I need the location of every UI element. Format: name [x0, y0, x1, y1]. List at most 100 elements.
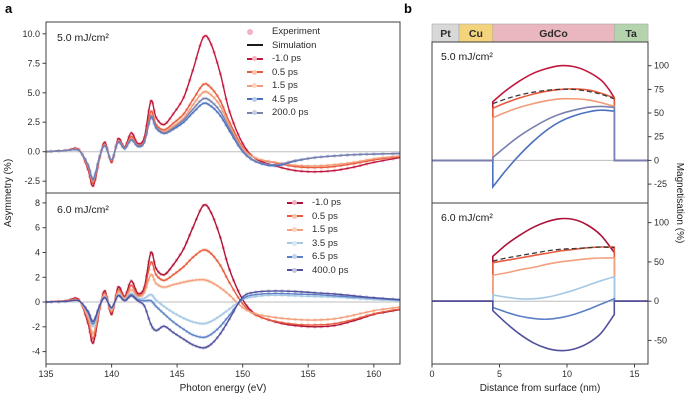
y-tick-label: 6 — [35, 223, 40, 233]
legend-item: -1.0 ps — [287, 196, 348, 210]
x-tick-label: 15 — [629, 369, 639, 379]
x-tick-label: 145 — [170, 369, 185, 379]
x-tick-label: 150 — [235, 369, 250, 379]
profile-line--1.0 ps — [432, 64, 648, 162]
x-axis-label-a: Photon energy (eV) — [179, 383, 267, 394]
legend-label: -1.0 ps — [272, 53, 302, 65]
y-tick-label: 50 — [654, 257, 664, 267]
y-tick-label: -2 — [32, 322, 40, 332]
legend-dotline-icon — [287, 267, 309, 273]
legend-item: 4.5 ps — [247, 93, 320, 107]
axes-frame-b_bot — [431, 202, 649, 365]
legend-item: 0.5 ps — [247, 66, 320, 80]
legend-item: 1.5 ps — [247, 79, 320, 93]
legend-label: Simulation — [272, 39, 317, 51]
legend-dotline-icon — [247, 96, 269, 102]
legend-item: 3.5 ps — [287, 237, 348, 251]
y-tick-label: -2.5 — [24, 176, 40, 186]
profile-line-1.5 ps — [432, 97, 648, 162]
legend-line-icon — [247, 44, 269, 47]
x-tick-label: 160 — [366, 369, 381, 379]
legend-label: 0.5 ps — [272, 66, 298, 78]
legend-label: 6.5 ps — [312, 251, 338, 263]
series-line-200.0 ps — [46, 97, 400, 181]
y-tick-label: 2 — [35, 272, 40, 282]
y-tick-label: -25 — [654, 179, 667, 189]
profile-line-0.5 ps — [432, 88, 648, 162]
y-tick-label: 0 — [654, 296, 659, 306]
legend-item: Simulation — [247, 39, 320, 53]
layer-label-pt: Pt — [440, 28, 451, 40]
legend-dotline-icon — [287, 240, 309, 246]
x-tick-label: 155 — [301, 369, 316, 379]
y-tick-label: 0 — [654, 155, 659, 165]
legend-label: 1.5 ps — [312, 224, 338, 236]
y-tick-label: 2.5 — [27, 117, 40, 127]
legend-dot-icon — [247, 28, 269, 35]
layer-label-gdco: GdCo — [539, 28, 568, 40]
axes-frame-a_bot — [45, 192, 401, 365]
legend-item: 400.0 ps — [287, 264, 348, 278]
profile-line-1.5 ps — [432, 257, 648, 302]
series-line-400.0 ps — [46, 290, 400, 349]
legend-dotline-icon — [287, 227, 309, 233]
y-tick-label: 7.5 — [27, 58, 40, 68]
fluence-label-b-bottom: 6.0 mJ/cm² — [441, 212, 493, 224]
y-tick-label: -50 — [654, 335, 667, 345]
y-tick-label: 0 — [35, 297, 40, 307]
legend-label: 4.5 ps — [272, 93, 298, 105]
y-tick-label: 5.0 — [27, 88, 40, 98]
y-axis-label-a: Asymmetry (%) — [3, 158, 14, 228]
plot-area-a_bot — [46, 203, 400, 350]
plot-area-b_bot — [432, 217, 648, 352]
panel-label-b: b — [404, 1, 412, 16]
fluence-label-a-top: 5.0 mJ/cm² — [57, 32, 109, 44]
legend-dotline-icon — [287, 254, 309, 260]
x-tick-label: 0 — [429, 369, 434, 379]
legend-item: 6.5 ps — [287, 250, 348, 264]
legend-item: 200.0 ps — [247, 106, 320, 120]
layer-label-cu: Cu — [469, 28, 483, 40]
profile-line-0.5 ps — [432, 246, 648, 302]
y-tick-label: 4 — [35, 248, 40, 258]
legend-item: 1.5 ps — [287, 223, 348, 237]
legend-a-top: Experiment Simulation -1.0 ps 0.5 ps 1.5 ps 4… — [247, 25, 320, 120]
y-tick-label: 100 — [654, 218, 669, 228]
legend-dotline-icon — [247, 83, 269, 89]
profile-line--1.0 ps — [432, 217, 648, 302]
experiment-dots-1.5 ps — [46, 273, 400, 336]
legend-label: 400.0 ps — [312, 264, 349, 276]
layer-label-ta: Ta — [625, 28, 637, 40]
y-tick-label: 8 — [35, 198, 40, 208]
legend-item: Experiment — [247, 25, 320, 39]
legend-label: Experiment — [272, 26, 321, 38]
y-tick-label: -4 — [32, 347, 40, 357]
legend-label: 0.5 ps — [312, 210, 338, 222]
y-tick-label: 25 — [654, 132, 664, 142]
legend-label: 1.5 ps — [272, 80, 298, 92]
y-tick-label: 100 — [654, 61, 669, 71]
legend-a-bottom: -1.0 ps 0.5 ps 1.5 ps 3.5 ps 6.5 ps 400.0 ps — [287, 196, 348, 277]
fluence-label-a-bottom: 6.0 mJ/cm² — [57, 204, 109, 216]
profile-line-6.5 ps — [432, 297, 648, 321]
legend-dotline-icon — [247, 56, 269, 62]
profile-line-4.5 ps — [432, 109, 648, 190]
legend-item: 0.5 ps — [287, 210, 348, 224]
legend-dotline-icon — [287, 200, 309, 206]
x-tick-label: 140 — [104, 369, 119, 379]
x-tick-label: 10 — [562, 369, 572, 379]
x-tick-label: 5 — [497, 369, 502, 379]
profile-line-200.0 ps — [432, 105, 648, 162]
y-tick-label: 50 — [654, 108, 664, 118]
profile-line-3.5 ps — [432, 275, 648, 302]
y-axis-label-b: Magnetisation (%) — [674, 162, 685, 244]
panel-label-a: a — [5, 1, 13, 16]
y-tick-label: 0.0 — [27, 147, 40, 157]
plot-area-a_top — [46, 34, 400, 188]
legend-dotline-icon — [287, 213, 309, 219]
x-tick-label: 135 — [38, 369, 53, 379]
legend-label: 3.5 ps — [312, 237, 338, 249]
legend-dotline-icon — [247, 69, 269, 75]
